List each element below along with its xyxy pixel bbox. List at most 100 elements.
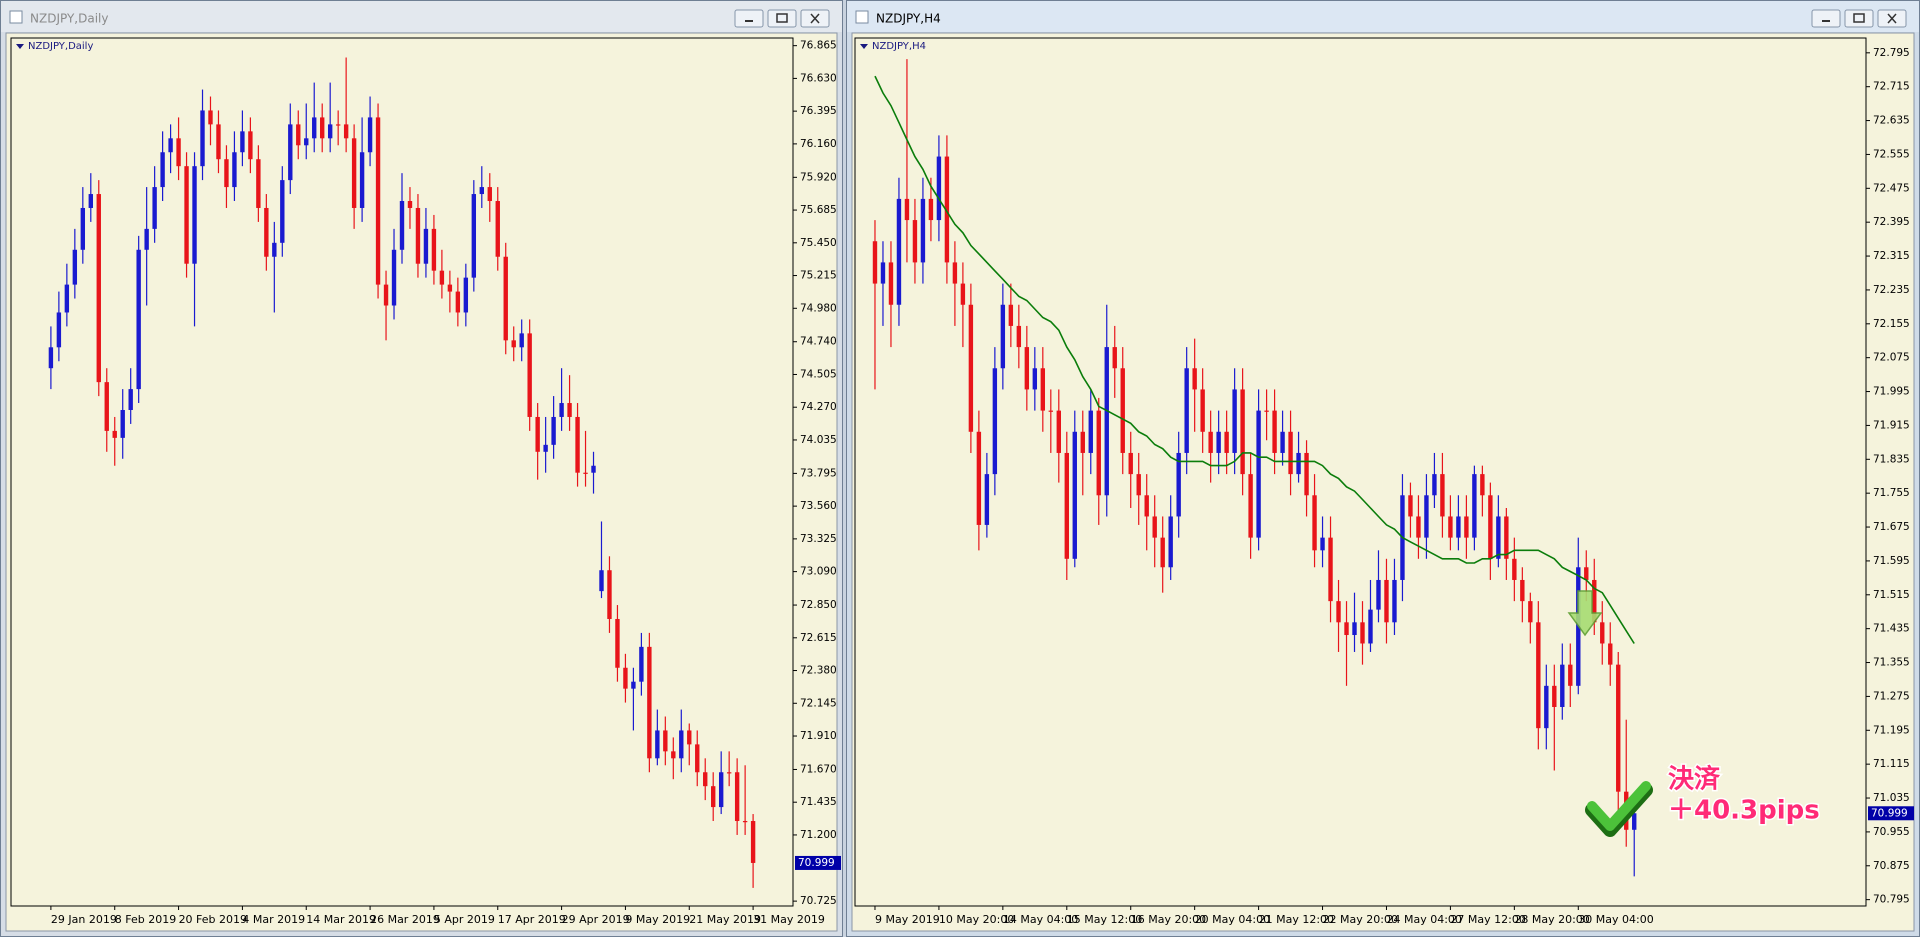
candle-body <box>1360 622 1365 644</box>
y-tick-label: 70.795 <box>1873 894 1910 906</box>
candle-body <box>439 270 445 285</box>
candle-body <box>192 166 197 264</box>
candle-body <box>375 117 381 285</box>
candle-body <box>1464 516 1469 538</box>
candle-body <box>1248 474 1253 538</box>
y-tick-label: 76.865 <box>800 40 837 52</box>
candle-body <box>1512 558 1517 580</box>
candle-body <box>695 744 700 773</box>
candle-body <box>623 667 628 689</box>
candle-body <box>104 382 109 431</box>
candle-body <box>575 416 580 473</box>
candle-body <box>711 786 716 808</box>
y-tick-label: 75.450 <box>800 237 837 249</box>
x-tick-label: 16 May 20:00 <box>1131 913 1206 926</box>
candle-body <box>72 249 78 285</box>
y-tick-label: 72.635 <box>1873 115 1910 127</box>
y-tick-label: 75.920 <box>800 171 837 183</box>
y-tick-label: 72.555 <box>1873 148 1910 160</box>
candle-body <box>1080 431 1085 453</box>
candle-body <box>1104 347 1109 496</box>
y-tick-label: 72.715 <box>1873 81 1910 93</box>
candle-body <box>1216 431 1221 453</box>
candle-body <box>1280 431 1285 453</box>
x-tick-label: 14 May 04:00 <box>1003 913 1078 926</box>
y-tick-label: 76.395 <box>800 105 837 117</box>
candle-body <box>1416 516 1421 538</box>
current-price-label: 70.999 <box>1871 807 1908 819</box>
candle-body <box>519 333 524 348</box>
y-tick-label: 71.670 <box>800 763 837 775</box>
candle-body <box>1288 431 1293 475</box>
chart-menu-arrow <box>16 44 24 49</box>
restore-button[interactable] <box>767 9 797 28</box>
candle-body <box>264 207 269 257</box>
candle-body <box>248 131 253 160</box>
candle-body <box>1128 452 1133 475</box>
y-tick-label: 71.355 <box>1873 657 1910 669</box>
y-tick-label: 74.035 <box>800 434 837 446</box>
candle-body <box>200 110 205 167</box>
candle-body <box>1192 368 1197 390</box>
candle-body <box>1456 516 1461 538</box>
candle-body <box>1144 495 1149 517</box>
candle-body <box>734 772 740 822</box>
candle-body <box>912 220 918 263</box>
current-price-tag <box>795 855 841 870</box>
candle-body <box>1344 622 1349 636</box>
candle-body <box>742 821 748 823</box>
minimize-button[interactable] <box>734 9 764 28</box>
x-tick-label: 29 Apr 2019 <box>562 913 630 926</box>
candle-body <box>1352 622 1357 636</box>
y-tick-label: 71.915 <box>1873 419 1910 431</box>
y-tick-label: 72.075 <box>1873 352 1910 364</box>
chart-symbol-label: NZDJPY,H4 <box>872 41 926 52</box>
candle-body <box>639 646 644 682</box>
candle-body <box>495 201 500 257</box>
candle-body <box>120 410 125 438</box>
y-tick-label: 71.435 <box>1873 623 1910 635</box>
candle-body <box>1584 567 1589 580</box>
candle-body <box>1320 537 1325 551</box>
y-tick-label: 71.675 <box>1873 521 1910 533</box>
candle-body <box>718 772 724 808</box>
y-tick-label: 72.615 <box>800 632 837 644</box>
candle-body <box>383 284 389 306</box>
y-tick-label: 72.235 <box>1873 284 1910 296</box>
x-tick-label: 28 May 20:00 <box>1514 913 1589 926</box>
candle-body <box>1568 664 1573 686</box>
candle-body <box>1480 474 1485 496</box>
candle-body <box>1488 495 1493 559</box>
candle-body <box>1496 516 1501 559</box>
candle-body <box>726 772 732 774</box>
candle-body <box>96 194 101 383</box>
chart-background <box>851 32 1915 932</box>
candle-body <box>1168 516 1173 568</box>
candle-body <box>896 198 902 305</box>
y-tick-label: 74.740 <box>800 336 837 348</box>
candle-body <box>687 730 692 745</box>
candle-body <box>679 730 684 759</box>
candle-body <box>423 228 429 264</box>
candle-body <box>335 124 341 126</box>
candle-body <box>1224 431 1229 453</box>
minimize-button[interactable] <box>1811 9 1841 28</box>
x-tick-label: 9 May 2019 <box>625 913 690 926</box>
candle-body <box>256 159 261 208</box>
candle-body <box>391 249 397 306</box>
candle-body <box>367 117 373 153</box>
y-tick-label: 71.115 <box>1873 758 1910 770</box>
candle-body <box>216 124 221 160</box>
candle-body <box>56 312 62 348</box>
restore-button[interactable] <box>1844 9 1874 28</box>
x-tick-label: 26 Mar 2019 <box>370 913 440 926</box>
candle-body <box>1616 664 1621 792</box>
candle-body <box>168 138 173 153</box>
candle-body <box>1016 325 1022 348</box>
candle-body <box>1608 643 1613 665</box>
candle-body <box>527 333 532 417</box>
x-tick-label: 21 May 12:00 <box>1259 913 1334 926</box>
y-tick-label: 73.795 <box>800 467 837 479</box>
